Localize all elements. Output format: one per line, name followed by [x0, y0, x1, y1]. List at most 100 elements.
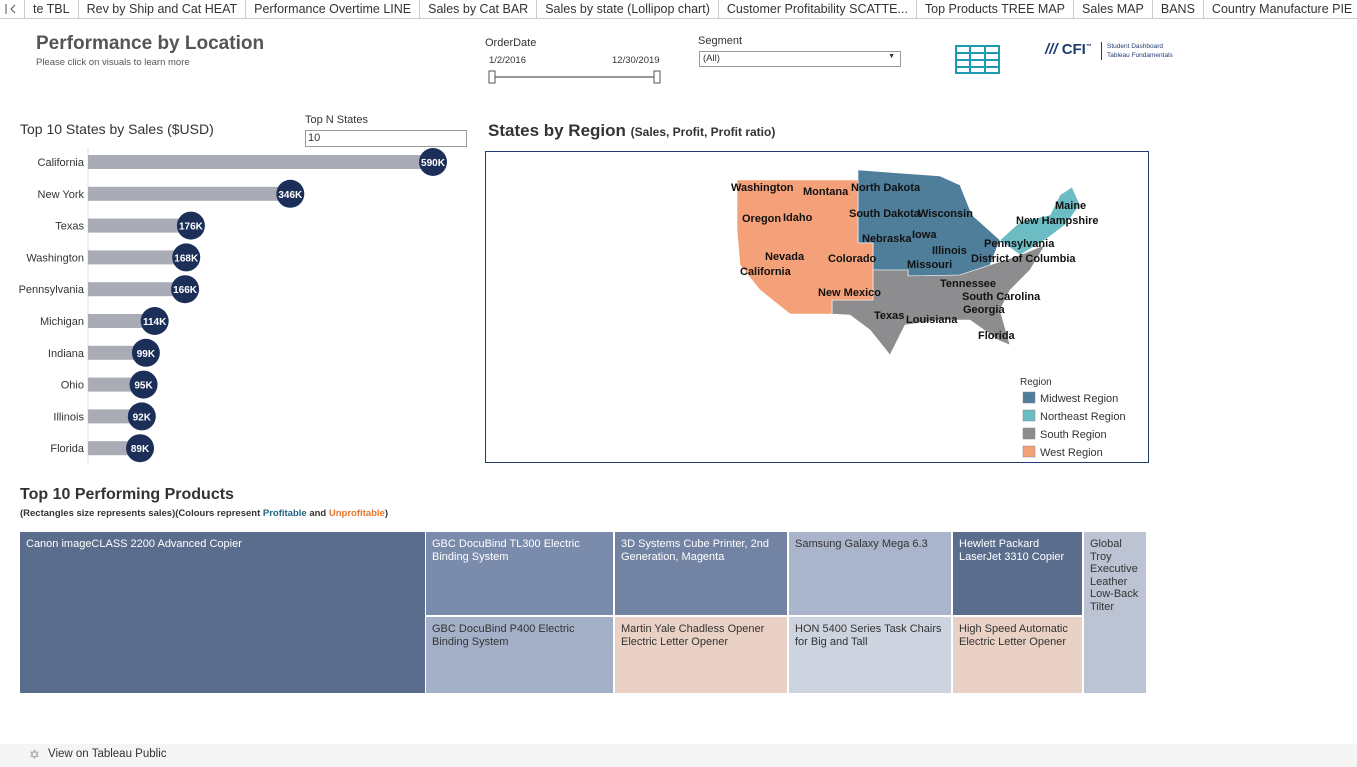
legend-label: Northeast Region [1040, 411, 1126, 423]
footer-link[interactable]: View on Tableau Public [48, 748, 167, 760]
treemap-subtitle: (Rectangles size represents sales)(Colou… [20, 508, 388, 519]
subtitle-text: ) [384, 508, 388, 519]
bar [88, 314, 155, 328]
state-label: Nebraska [862, 233, 912, 245]
logo: /// CFI™ [1045, 41, 1092, 58]
value-label: 168K [174, 253, 199, 264]
dropdown-value: (All) [703, 53, 720, 64]
treemap-title: Top 10 Performing Products [20, 486, 234, 503]
region-shape [999, 186, 1081, 256]
tab[interactable]: te TBL [25, 0, 79, 18]
value-label: 346K [278, 190, 303, 201]
bar-marker [140, 307, 169, 335]
top-n-input[interactable]: 10 [305, 130, 467, 147]
category-label: Indiana [48, 348, 85, 360]
treemap-cell[interactable]: Samsung Galaxy Mega 6.3 [789, 532, 953, 617]
value-label: 95K [134, 381, 153, 392]
category-label: Michigan [40, 316, 84, 328]
state-label: South Carolina [962, 291, 1041, 303]
segment-dropdown[interactable]: (All) ▼ [699, 51, 901, 67]
date-slider[interactable] [486, 69, 666, 85]
treemap-cell[interactable]: HON 5400 Series Task Chairs for Big and … [789, 617, 953, 695]
state-label: Georgia [963, 304, 1005, 316]
tab[interactable]: Top Products TREE MAP [917, 0, 1075, 18]
tab[interactable]: BANS [1153, 0, 1204, 18]
tab[interactable]: Performance Overtime LINE [246, 0, 421, 18]
state-label: South Dakota [849, 208, 921, 220]
subtitle-text: (Rectangles size represents sales)(Colou… [20, 508, 263, 519]
region-shape [736, 179, 874, 315]
grid-icon[interactable] [955, 45, 1001, 75]
category-label: Washington [26, 252, 84, 264]
state-label: Illinois [932, 245, 967, 257]
category-label: Florida [50, 443, 85, 455]
tab[interactable]: Sales by state (Lollipop chart) [537, 0, 719, 18]
tab[interactable]: Rev by Ship and Cat HEAT [79, 0, 247, 18]
tab-bar: te TBL Rev by Ship and Cat HEAT Performanc… [0, 0, 1357, 19]
chevron-left[interactable] [4, 0, 20, 18]
treemap-cell[interactable]: Hewlett Packard LaserJet 3310 Copier [953, 532, 1084, 617]
tab-scroll[interactable] [0, 0, 25, 18]
state-label: Tennessee [940, 278, 996, 290]
state-label: Montana [803, 186, 849, 198]
chart-title: Top 10 States by Sales ($USD) [20, 121, 214, 137]
state-label: Washington [731, 182, 794, 194]
state-label: Pennsylvania [984, 238, 1055, 250]
legend-swatch [1022, 445, 1036, 458]
filter-label: Segment [698, 35, 743, 47]
map-title-text: States by Region [488, 121, 626, 140]
logo-mark: ™ [1085, 44, 1092, 50]
tab[interactable]: Sales by Cat BAR [420, 0, 538, 18]
top-n-label: Top N States [305, 114, 368, 126]
bar-marker [419, 148, 447, 176]
date-start: 1/2/2016 [489, 55, 526, 66]
legend-label: Midwest Region [1040, 393, 1118, 405]
state-label: New Hampshire [1016, 215, 1099, 227]
value-label: 590K [421, 158, 446, 169]
treemap-cell[interactable]: Global Troy Executive Leather Low-Back T… [1084, 532, 1148, 695]
filter-label: OrderDate [485, 37, 537, 49]
bar-marker [129, 370, 158, 399]
treemap-cell[interactable]: GBC DocuBind P400 Electric Binding Syste… [426, 617, 615, 695]
map-subtitle: (Sales, Profit, Profit ratio) [630, 125, 776, 139]
logo-brand: CFI [1061, 41, 1086, 58]
date-end: 12/30/2019 [612, 55, 660, 66]
state-label: New Mexico [818, 287, 881, 299]
bar [88, 250, 187, 265]
map-title: States by Region (Sales, Profit, Profit … [488, 121, 775, 141]
value-label: 166K [173, 285, 198, 296]
tab[interactable]: Country Manufacture PIE [1204, 0, 1357, 18]
legend-label: South Region [1040, 429, 1107, 441]
legend-swatch [1022, 391, 1036, 404]
bar [88, 345, 146, 360]
value-label: 176K [179, 222, 204, 233]
treemap-cell[interactable]: High Speed Automatic Electric Letter Ope… [953, 617, 1084, 695]
state-label: Iowa [912, 229, 937, 241]
region-shape [831, 244, 1046, 356]
logo-line: Tableau Fundamentals [1107, 52, 1173, 59]
treemap-cell[interactable]: Canon imageCLASS 2200 Advanced Copier [20, 532, 427, 695]
lollipop-chart: California 590K New York 346K Texas 176K Washi… [19, 148, 447, 463]
tab[interactable]: Customer Profitability SCATTE... [719, 0, 917, 18]
bar [88, 218, 191, 233]
logo-text: Student Dashboard Tableau Fundamentals [1101, 42, 1173, 60]
treemap-cell[interactable]: 3D Systems Cube Printer, 2nd Generation,… [615, 532, 789, 617]
tab[interactable]: Sales MAP [1074, 0, 1153, 18]
state-label: California [740, 266, 792, 278]
region-map[interactable]: Washington Montana North Dakota Oregon Idaho… [485, 151, 1150, 464]
state-label: Wisconsin [918, 208, 973, 220]
category-label: Illinois [53, 411, 84, 423]
category-label: Pennsylvania [19, 284, 85, 296]
value-label: 89K [131, 444, 150, 455]
category-label: Texas [55, 221, 84, 233]
treemap-cell[interactable]: Martin Yale Chadless Opener Electric Let… [615, 617, 789, 695]
page-title: Performance by Location [36, 33, 265, 54]
category-label: California [38, 157, 85, 169]
bar-marker [127, 402, 156, 431]
state-label: Nevada [765, 251, 805, 263]
treemap-cell[interactable]: GBC DocuBind TL300 Electric Binding Syst… [426, 532, 615, 617]
bar-marker [176, 211, 205, 240]
footer: ✡ View on Tableau Public [0, 744, 1357, 767]
state-label: Florida [978, 330, 1016, 342]
